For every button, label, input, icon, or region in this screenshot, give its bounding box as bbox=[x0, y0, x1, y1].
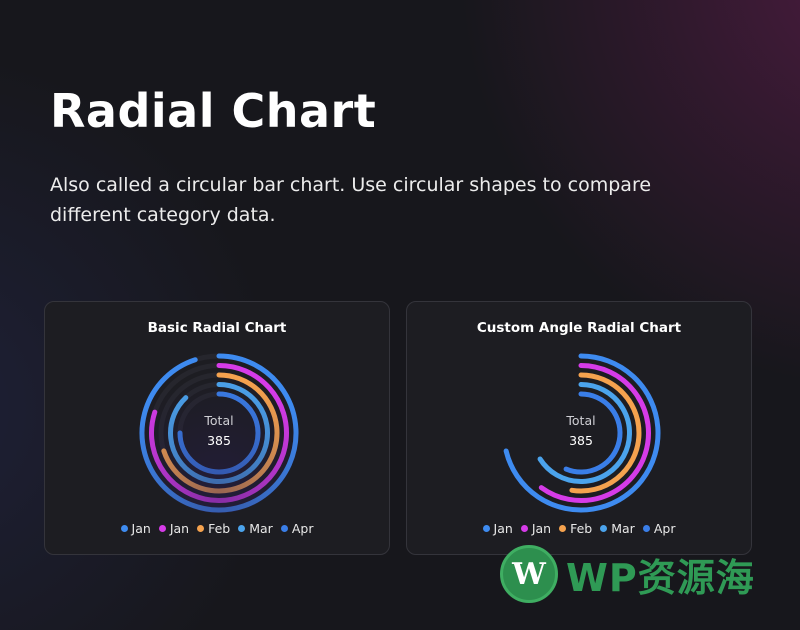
radial-bar-apr-4[interactable] bbox=[563, 391, 623, 475]
basic-radial-chart-card: Basic Radial Chart Total 385 Jan Jan Feb… bbox=[44, 301, 390, 555]
chart-glow bbox=[139, 353, 299, 513]
basic-radial-chart: Total 385 bbox=[139, 353, 299, 513]
legend-item[interactable]: Apr bbox=[280, 521, 314, 536]
watermark: W WP资源海 bbox=[500, 545, 755, 603]
page-title: Radial Chart bbox=[50, 84, 377, 138]
legend-dot bbox=[197, 525, 205, 532]
legend-item[interactable]: Feb bbox=[197, 521, 230, 536]
legend-dot bbox=[482, 525, 490, 532]
legend-item[interactable]: Apr bbox=[642, 521, 676, 536]
center-total-value: 385 bbox=[569, 433, 593, 448]
center-total-value: 385 bbox=[207, 433, 231, 448]
page-description: Also called a circular bar chart. Use ci… bbox=[50, 174, 652, 226]
legend-item[interactable]: Mar bbox=[238, 521, 273, 536]
legend-item[interactable]: Jan bbox=[120, 521, 151, 536]
legend-dot bbox=[238, 525, 246, 532]
legend-label: Mar bbox=[611, 521, 635, 536]
legend-label: Jan bbox=[493, 521, 513, 536]
legend-label: Feb bbox=[570, 521, 593, 536]
chart-legend: Jan Jan Feb Mar Apr bbox=[45, 521, 389, 536]
legend-item[interactable]: Feb bbox=[559, 521, 592, 536]
custom-angle-radial-chart-card: Custom Angle Radial Chart Total 385 Jan … bbox=[406, 301, 752, 555]
custom-angle-radial-chart: Total 385 bbox=[503, 353, 661, 513]
legend-item[interactable]: Jan bbox=[482, 521, 513, 536]
chart-legend: Jan Jan Feb Mar Apr bbox=[407, 521, 751, 536]
radial-bar-jan-0[interactable] bbox=[503, 353, 661, 513]
legend-dot bbox=[280, 525, 288, 532]
legend-label: Apr bbox=[653, 521, 676, 536]
legend-label: Jan bbox=[169, 521, 190, 536]
legend-label: Jan bbox=[531, 521, 552, 536]
legend-dot bbox=[600, 525, 608, 532]
legend-dot bbox=[158, 525, 166, 532]
center-total-label: Total bbox=[203, 413, 233, 428]
legend-item[interactable]: Jan bbox=[520, 521, 552, 536]
center-total-label: Total bbox=[565, 413, 595, 428]
radial-bar-jan-1[interactable] bbox=[538, 363, 651, 503]
legend-item[interactable]: Jan bbox=[158, 521, 190, 536]
legend-dot bbox=[120, 525, 128, 532]
legend-label: Feb bbox=[208, 521, 231, 536]
watermark-text: WP资源海 bbox=[566, 555, 755, 600]
legend-label: Apr bbox=[291, 521, 314, 536]
legend-dot bbox=[642, 525, 650, 532]
legend-dot bbox=[520, 525, 528, 532]
chart-title: Basic Radial Chart bbox=[147, 320, 287, 336]
radial-bar-feb-2[interactable] bbox=[569, 372, 642, 494]
wordpress-logo-icon: W bbox=[500, 545, 558, 603]
legend-item[interactable]: Mar bbox=[600, 521, 635, 536]
chart-title: Custom Angle Radial Chart bbox=[476, 320, 682, 336]
legend-dot bbox=[559, 525, 567, 532]
legend-label: Jan bbox=[131, 521, 151, 536]
radial-bar-mar-3[interactable] bbox=[537, 382, 632, 484]
legend-label: Mar bbox=[249, 521, 273, 536]
